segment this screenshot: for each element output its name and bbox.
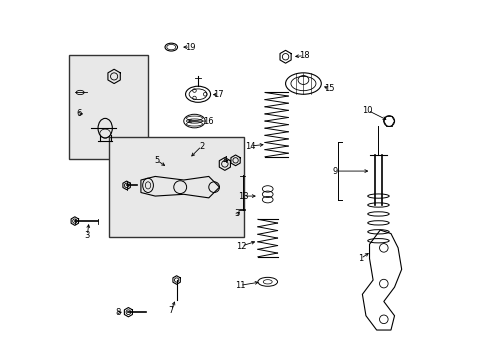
Text: 13: 13 [238,192,248,201]
Bar [108,137,244,237]
Text: 14: 14 [244,141,255,150]
Text: 8: 8 [115,308,120,317]
Text: 1: 1 [357,254,363,263]
Text: 5: 5 [154,156,159,165]
Text: 18: 18 [298,51,309,60]
Text: 12: 12 [236,242,246,251]
Text: 19: 19 [184,42,195,51]
Text: 15: 15 [324,84,334,93]
Text: 9: 9 [332,167,338,176]
Text: 2: 2 [199,141,204,150]
Text: 3: 3 [84,231,90,240]
Text: 6: 6 [76,109,81,118]
Text: 4: 4 [222,156,227,165]
Text: 7: 7 [168,306,174,315]
Text: 3: 3 [234,210,240,219]
Text: 16: 16 [203,117,213,126]
Text: 11: 11 [234,281,244,290]
Text: 17: 17 [213,90,224,99]
Text: 10: 10 [362,106,372,115]
Bar [69,55,148,158]
